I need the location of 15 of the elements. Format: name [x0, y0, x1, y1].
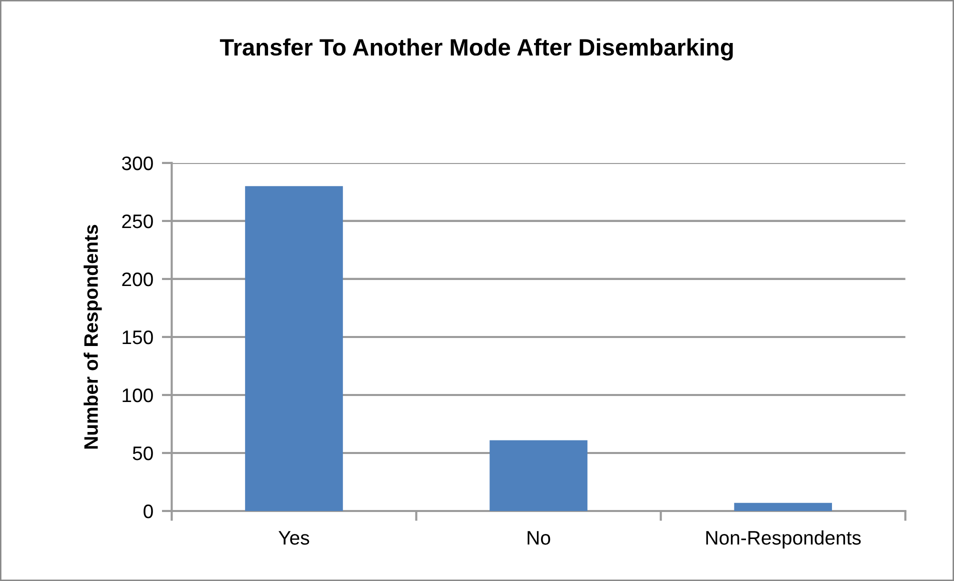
bar	[734, 502, 832, 511]
x-tick-label: Yes	[278, 531, 310, 545]
y-tick-label: 200	[122, 272, 153, 286]
y-tick-label: 0	[144, 504, 153, 518]
y-tick-label: 300	[122, 156, 153, 170]
bar	[490, 440, 588, 511]
bar	[245, 186, 343, 511]
x-tick-label: No	[528, 531, 550, 545]
y-tick-label: 150	[122, 330, 153, 344]
x-tick-label: Non-Respondents	[706, 530, 861, 549]
y-tick-label: 50	[132, 446, 153, 460]
y-axis-title: Number of Respondents	[84, 224, 102, 449]
y-tick-label: 100	[122, 388, 153, 402]
y-tick-label: 250	[122, 214, 153, 228]
chart-title: Transfer To Another Mode After Disembarking	[220, 38, 733, 60]
